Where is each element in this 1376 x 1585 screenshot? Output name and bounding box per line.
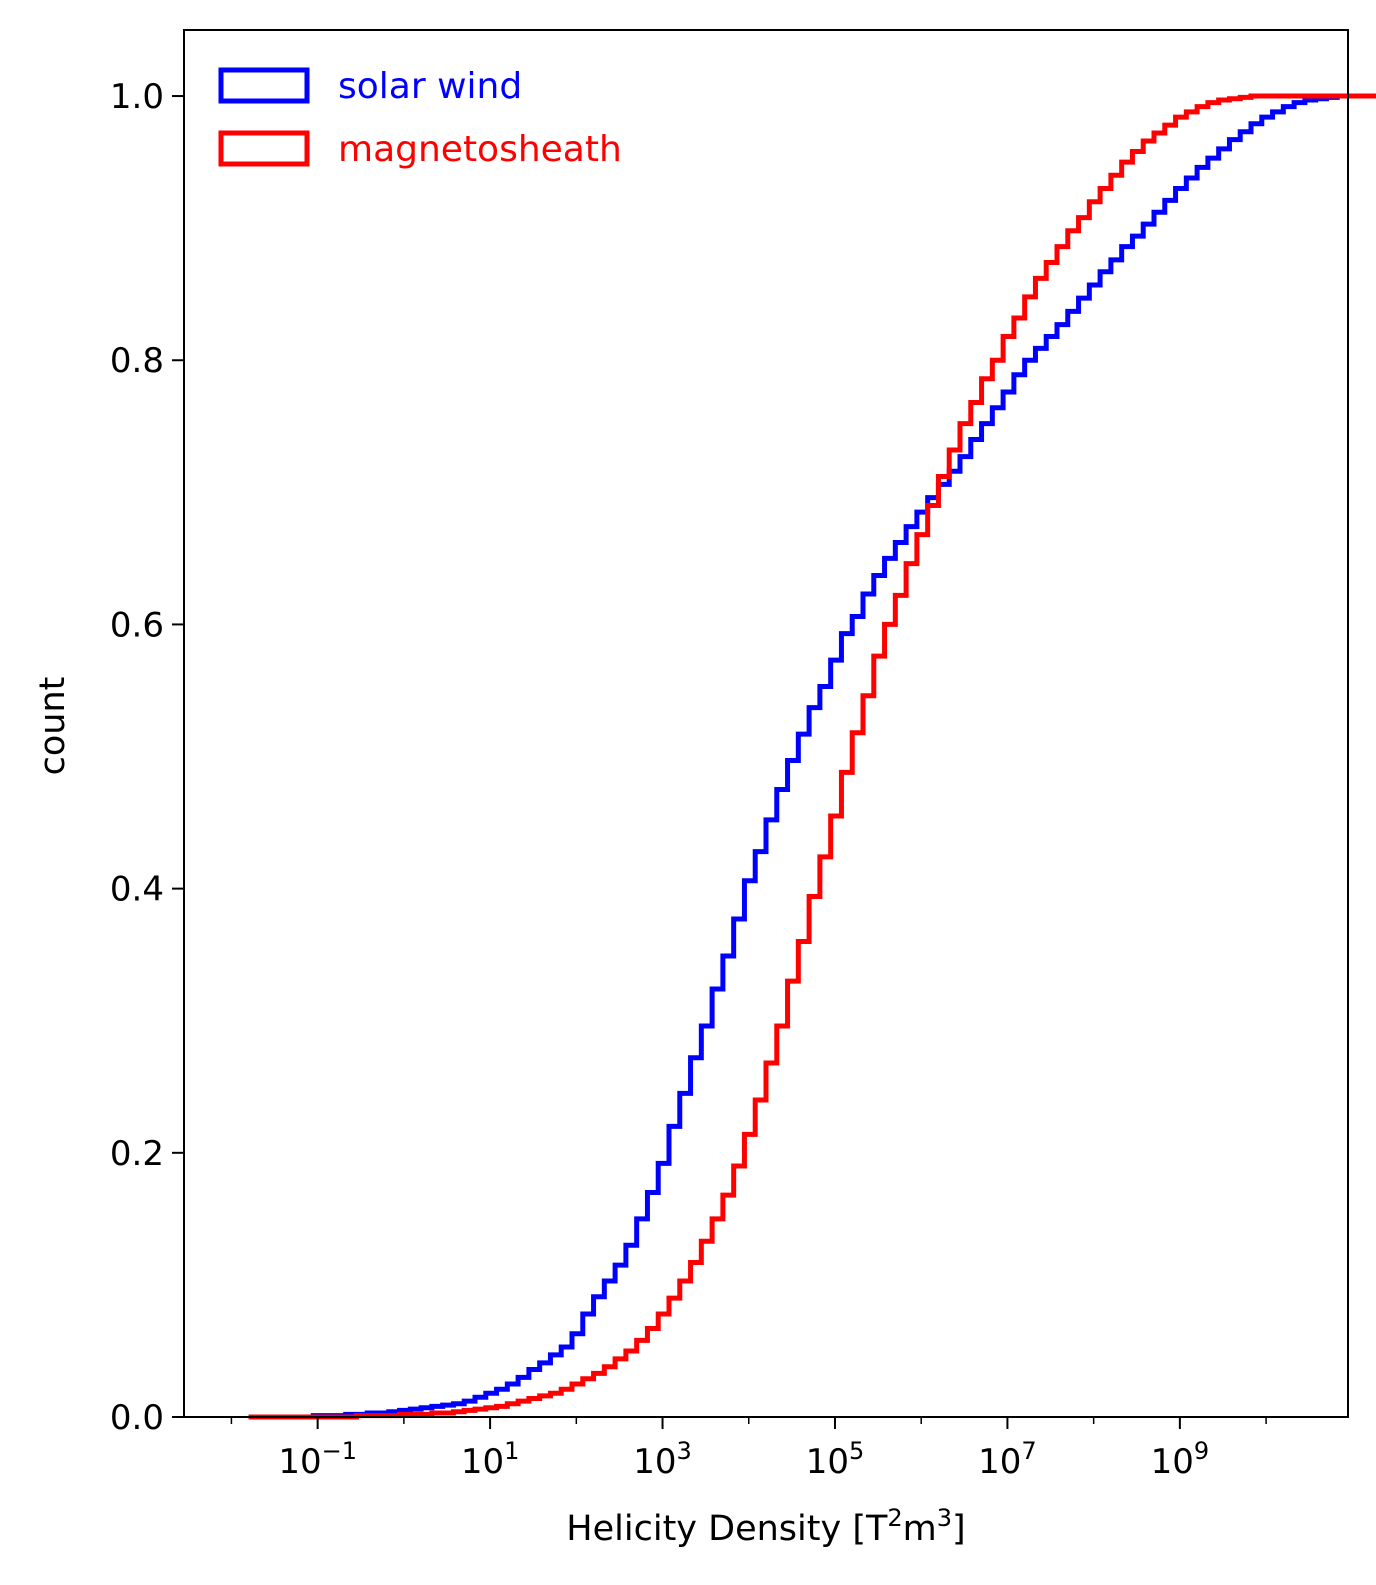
series-layer bbox=[248, 93, 1376, 1420]
y-tick-label: 0.8 bbox=[110, 341, 164, 381]
series-line-magnetosheath bbox=[248, 93, 1376, 1420]
x-tick-label: 105 bbox=[806, 1437, 865, 1482]
x-axis-label: Helicity Density [T2m3] bbox=[566, 1504, 965, 1549]
legend: solar wind magnetosheath bbox=[218, 66, 622, 170]
y-tick-label: 0.4 bbox=[110, 870, 164, 910]
legend-label-magnetosheath: magnetosheath bbox=[338, 129, 622, 170]
x-tick-label: 101 bbox=[461, 1437, 520, 1482]
y-tick-label: 0.2 bbox=[110, 1134, 164, 1174]
series-line-solar-wind bbox=[248, 93, 1376, 1420]
x-tick-label: 103 bbox=[633, 1437, 692, 1482]
x-tick-label: 107 bbox=[978, 1437, 1037, 1482]
y-axis-label: count bbox=[33, 677, 73, 776]
y-tick-label: 0.0 bbox=[110, 1398, 164, 1438]
plot-area bbox=[184, 30, 1348, 1417]
y-tick-label: 0.6 bbox=[110, 605, 164, 645]
x-tick-label: 109 bbox=[1151, 1437, 1210, 1482]
plot-frame bbox=[183, 29, 1349, 1418]
legend-swatch-magnetosheath bbox=[218, 130, 310, 167]
legend-swatch-solar-wind bbox=[218, 67, 310, 104]
x-axis-ticks: 10−1 101 103 105 107 109 bbox=[230, 1417, 1267, 1482]
x-tick-label: 10−1 bbox=[278, 1437, 357, 1482]
y-axis-ticks: 0.0 0.2 0.4 0.6 0.8 1.0 bbox=[110, 77, 184, 1438]
legend-label-solar-wind: solar wind bbox=[338, 66, 522, 107]
y-tick-label: 1.0 bbox=[110, 77, 164, 117]
